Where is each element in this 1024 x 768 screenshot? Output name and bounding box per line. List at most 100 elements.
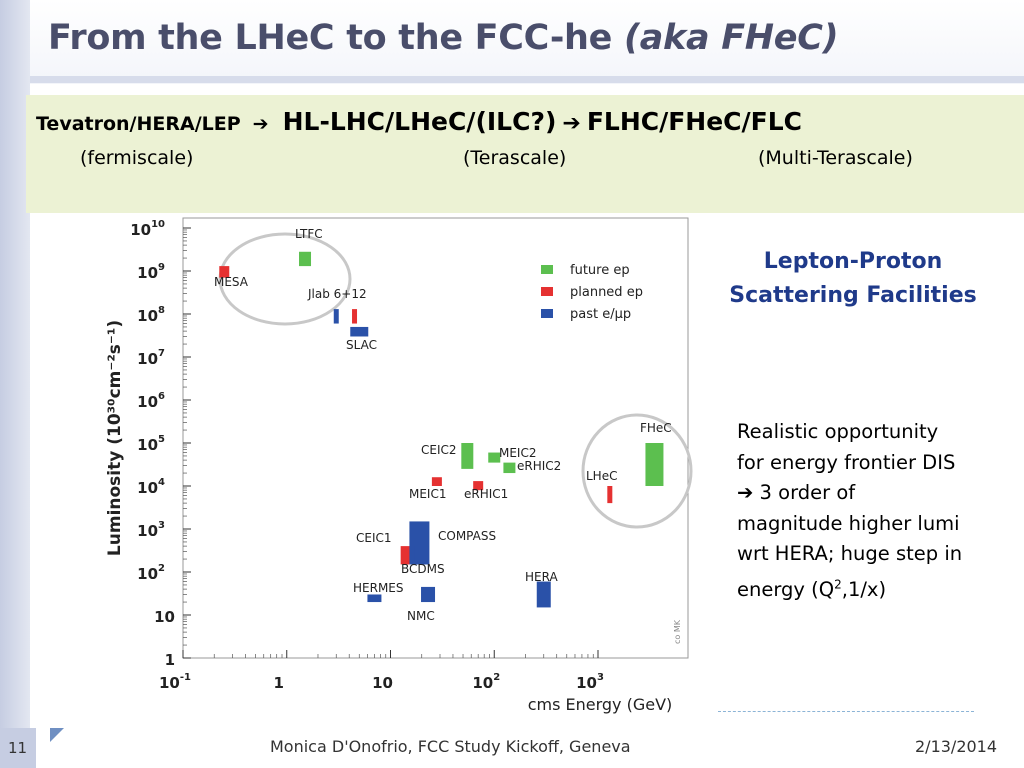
point-label-ceic1: CEIC1	[356, 531, 392, 545]
point-label-erhic2: eRHIC2	[517, 459, 561, 473]
marker-hera	[536, 581, 551, 608]
note-line: wrt HERA; huge step in	[737, 542, 963, 565]
y-tick-exponent: 10	[151, 219, 165, 230]
chart-credit: co MK	[673, 619, 682, 644]
y-tick-label: 108	[137, 305, 165, 325]
y-tick-exponent: 7	[158, 348, 165, 359]
marker-ceic2	[461, 443, 474, 469]
facility-heading-line2: Scattering Facilities	[729, 283, 977, 308]
note-line: ➔ 3 order of	[737, 481, 856, 504]
point-label-lhec: LHeC	[586, 469, 617, 483]
roadmap-era-tera: HL-LHC/LHeC/(ILC?)	[282, 107, 557, 136]
x-tick-label: 10-1	[159, 672, 191, 692]
note-line: Realistic opportunity	[737, 420, 939, 443]
slide-number: 11	[8, 739, 28, 757]
roadmap-era-fermi: Tevatron/HERA/LEP	[36, 113, 241, 135]
side-bar	[0, 0, 30, 768]
roadmap-era-multitera: FLHC/FHeC/FLC	[586, 107, 803, 136]
marker-slac	[350, 326, 369, 337]
marker-jlab-6-12	[352, 309, 358, 324]
marker-nmc	[421, 586, 436, 603]
point-label-hera: HERA	[525, 570, 558, 584]
point-label-ceic2: CEIC2	[421, 443, 457, 457]
y-tick-exponent: 3	[158, 520, 165, 531]
marker-jlab-6-12	[333, 309, 339, 324]
legend-swatch	[541, 287, 553, 296]
roadmap-scale-fermi: (fermiscale)	[80, 147, 194, 169]
x-tick-exponent: 3	[597, 672, 604, 683]
marker-meic1	[431, 477, 442, 486]
highlight-ellipse-energy-frontier	[581, 413, 693, 529]
point-label-meic1: MEIC1	[409, 487, 447, 501]
footer-divider	[718, 711, 974, 712]
y-tick-label: 109	[137, 262, 165, 282]
x-tick-exponent: -1	[180, 672, 191, 683]
legend-swatch	[541, 309, 553, 318]
legend-label: future ep	[570, 263, 630, 278]
marker-erhic1	[473, 481, 484, 491]
marker-erhic2	[503, 462, 516, 474]
point-label-meic2: MEIC2	[499, 446, 537, 460]
point-label-ltfc: LTFC	[295, 227, 323, 241]
note-energy-suffix: ,1/x)	[841, 578, 887, 601]
marker-hermes	[367, 594, 382, 603]
marker-meic2	[488, 452, 501, 463]
footer-date: 2/13/2014	[915, 737, 998, 756]
point-label-slac: SLAC	[346, 338, 377, 352]
x-tick-label: 103	[576, 672, 604, 692]
arrow-right-icon: ➔	[252, 113, 269, 135]
marker-lhec	[607, 486, 613, 504]
note-line: for energy frontier DIS	[737, 450, 956, 474]
legend-label: past e/μp	[570, 307, 631, 322]
marker-ceic1	[400, 546, 411, 565]
slide-title: From the LHeC to the FCC-he (aka FHeC)	[48, 18, 839, 58]
y-tick-label: 1010	[130, 219, 165, 239]
title-strip	[30, 0, 1024, 84]
point-label-fhec: FHeC	[640, 421, 672, 435]
marker-fhec	[645, 443, 664, 486]
note-q-squared: 2	[834, 577, 842, 592]
y-tick-label: 10	[154, 608, 175, 626]
corner-triangle-icon	[50, 728, 64, 742]
title-aside: (aka FHeC)	[624, 18, 839, 58]
y-tick-label: 105	[137, 434, 165, 454]
note-line-last: energy (Q2,1/x)	[737, 577, 887, 602]
marker-bcdms	[414, 546, 429, 565]
point-label-erhic1: eRHIC1	[464, 487, 508, 501]
footer-text: Monica D'Onofrio, FCC Study Kickoff, Gen…	[270, 737, 631, 756]
marker-mesa	[219, 266, 230, 278]
y-tick-label: 106	[137, 391, 165, 411]
note-line: magnitude higher lumi	[737, 511, 960, 535]
roadmap-line: Tevatron/HERA/LEP ➔ HL-LHC/LHeC/(ILC?) ➔ FLH…	[36, 107, 802, 136]
highlight-ellipse-low-energy	[218, 232, 352, 326]
roadmap-scale-multitera: (Multi-Terascale)	[758, 147, 913, 169]
roadmap-box: Tevatron/HERA/LEP ➔ HL-LHC/LHeC/(ILC?) ➔ FLH…	[26, 95, 1024, 213]
x-tick-exponent: 2	[493, 672, 500, 683]
note-energy-prefix: energy (Q	[737, 578, 835, 601]
arrow-right-icon: ➔	[562, 111, 581, 136]
y-tick-label: 103	[137, 520, 165, 540]
y-tick-exponent: 6	[158, 391, 165, 402]
slide-number-box	[0, 728, 36, 768]
y-tick-label: 107	[137, 348, 165, 368]
y-tick-exponent: 9	[158, 262, 165, 273]
y-tick-exponent: 5	[158, 434, 165, 445]
x-tick-label: 10	[372, 674, 393, 692]
title-rule	[30, 76, 1024, 83]
plot-frame	[182, 217, 689, 659]
energy-frontier-note: Realistic opportunity for energy frontie…	[737, 417, 1012, 606]
legend-swatch	[541, 265, 553, 274]
title-main: From the LHeC to the FCC-he	[48, 18, 613, 58]
luminosity-chart: 1 10 102 103 104 105 106 107 108 109 1010 10-1 1 10 10…	[100, 212, 710, 722]
x-tick-label: 1	[274, 674, 284, 692]
y-tick-label: 1	[165, 651, 175, 669]
facility-heading-line1: Lepton-Proton	[763, 249, 943, 274]
y-tick-label: 104	[137, 477, 165, 497]
marker-ltfc	[299, 251, 312, 267]
point-label-hermes: HERMES	[353, 581, 404, 595]
legend-label: planned ep	[570, 285, 643, 300]
x-axis-label: cms Energy (GeV)	[528, 695, 673, 714]
facility-heading: Lepton-Proton Scattering Facilities	[712, 245, 994, 313]
point-label-bcdms: BCDMS	[401, 562, 445, 576]
y-tick-label: 102	[137, 563, 165, 583]
